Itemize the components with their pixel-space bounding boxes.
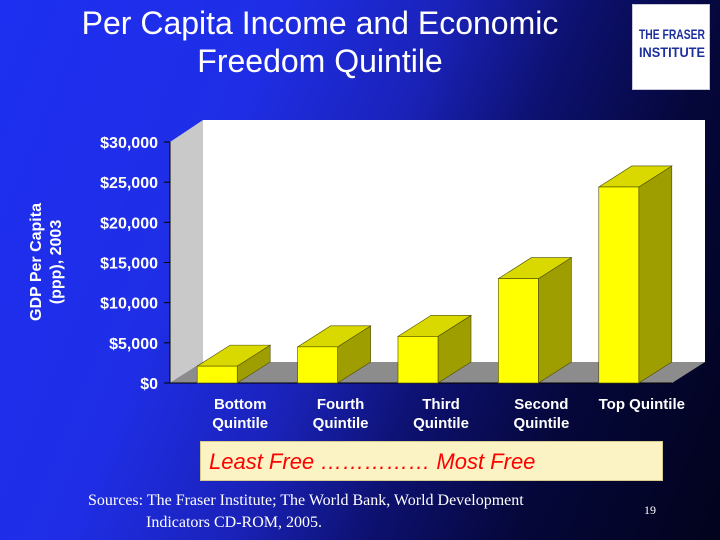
sources-line-2: Indicators CD-ROM, 2005. bbox=[146, 514, 322, 531]
y-tick-label: $30,000 bbox=[100, 135, 158, 152]
x-tick-label: Fourth Quintile bbox=[313, 396, 369, 432]
bar bbox=[396, 314, 473, 384]
x-tick-label: Second Quintile bbox=[513, 396, 569, 432]
y-tick-label: $25,000 bbox=[100, 175, 158, 192]
logo-text-line-2: INSTITUTE bbox=[639, 44, 705, 60]
x-tick-label: Third Quintile bbox=[413, 396, 469, 432]
y-tick-label: $10,000 bbox=[100, 296, 158, 313]
slide-title: Per Capita Income and Economic Freedom Q… bbox=[40, 4, 600, 80]
y-tick-label: $0 bbox=[140, 376, 158, 393]
bar-front-face bbox=[297, 346, 338, 384]
plot-side-wall bbox=[170, 120, 203, 383]
bar-side-face bbox=[638, 165, 673, 384]
bar bbox=[296, 325, 372, 384]
x-tick-label: Bottom Quintile bbox=[212, 396, 268, 432]
plot-back-wall bbox=[203, 120, 705, 362]
freedom-scale-text: Least Free …………… Most Free bbox=[209, 449, 536, 474]
bar bbox=[497, 257, 573, 384]
bar bbox=[196, 344, 272, 384]
sources-line-1: Sources: The Fraser Institute; The World… bbox=[88, 492, 524, 509]
bar-front-face bbox=[196, 365, 238, 384]
bar-front-face bbox=[598, 186, 640, 384]
freedom-scale-legend: Least Free …………… Most Free bbox=[200, 441, 663, 481]
x-tick-label: Top Quintile bbox=[599, 396, 685, 413]
sources-note: Sources: The Fraser Institute; The World… bbox=[88, 490, 608, 534]
bar-front-face bbox=[498, 278, 539, 384]
logo-text-line-1: THE FRASER bbox=[639, 26, 705, 42]
bar bbox=[597, 165, 673, 384]
bar-front-face bbox=[397, 336, 439, 384]
fraser-institute-logo: THE FRASER INSTITUTE bbox=[632, 4, 710, 90]
y-tick-label: $20,000 bbox=[100, 215, 158, 232]
bar-side-face bbox=[538, 257, 572, 384]
slide-title-line-1: Per Capita Income and Economic bbox=[81, 5, 559, 41]
y-tick-label: $15,000 bbox=[100, 256, 158, 273]
slide-number: 19 bbox=[644, 503, 656, 517]
y-tick-label: $5,000 bbox=[109, 336, 158, 353]
slide-title-line-2: Freedom Quintile bbox=[197, 43, 443, 79]
